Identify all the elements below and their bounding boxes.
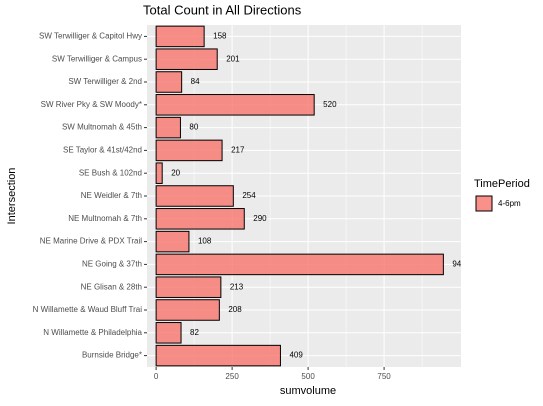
y-tick-label: SW Terwilliger & Campus (52, 54, 142, 63)
bar (155, 25, 205, 48)
bar (155, 71, 183, 93)
data-label: 108 (198, 237, 212, 246)
y-tick-label: NE Glisan & 28th (81, 282, 142, 291)
data-label: 20 (171, 168, 180, 177)
y-tick-label: SE Taylor & 41st/42nd (63, 146, 142, 155)
data-label: 80 (189, 123, 198, 132)
data-label: 208 (228, 305, 242, 314)
bars: 158 201 84 520 80 217 20 254 290 108 945 213 208 82 40… (155, 25, 466, 367)
bar (155, 162, 163, 184)
data-label: 945 (452, 260, 466, 269)
data-label: 84 (191, 77, 200, 86)
legend: 4-6pm (475, 195, 521, 212)
data-label: 158 (213, 32, 227, 41)
bar (155, 208, 245, 230)
y-tick-label: SE Bush & 102nd (79, 168, 142, 177)
x-tick-label: 250 (225, 372, 239, 381)
chart-title: Total Count in All Directions (143, 2, 302, 17)
data-label: 82 (190, 328, 199, 337)
y-tick-label: N Willamette & Waud Bluff Trai (33, 305, 143, 314)
data-label: 290 (253, 214, 267, 223)
x-axis-title: sumvolume (280, 385, 336, 397)
bar (155, 344, 281, 367)
y-tick-label: NE Marine Drive & PDX Trail (40, 237, 142, 246)
y-tick-label: SW Terwilliger & Capitol Hwy (39, 32, 142, 41)
x-tick-label: 500 (301, 372, 315, 381)
data-label: 213 (230, 282, 244, 291)
bar (155, 299, 220, 321)
bar (155, 185, 234, 207)
y-axis-title: Intersection (6, 168, 18, 225)
y-tick-label: NE Going & 37th (82, 260, 142, 269)
legend-label: 4-6pm (498, 199, 521, 208)
bar (155, 94, 315, 116)
y-tick-label: SW Terwilliger & 2nd (68, 77, 142, 86)
y-tick-label: Burnside Bridge* (82, 351, 142, 360)
legend-key (475, 195, 493, 212)
bar (155, 322, 182, 344)
data-label: 254 (242, 191, 256, 200)
y-tick-label: SW Multnomah & 45th (62, 123, 142, 132)
bar (155, 253, 444, 276)
y-tick-label: NE Weidler & 7th (81, 191, 142, 200)
data-label: 520 (323, 100, 337, 109)
legend-title: TimePeriod (474, 178, 530, 190)
y-tick-label: NE Multnomah & 7th (68, 214, 142, 223)
bar (155, 139, 223, 162)
x-tick-label: 750 (377, 372, 391, 381)
data-label: 217 (231, 146, 245, 155)
x-tick-label: 0 (154, 372, 159, 381)
data-label: 409 (289, 351, 303, 360)
bar (155, 276, 222, 298)
data-label: 201 (226, 54, 240, 63)
y-tick-label: N Willamette & Philadelphia (43, 328, 142, 337)
bar (155, 48, 218, 70)
y-tick-label: SW River Pky & SW Moody* (41, 100, 142, 109)
bar (155, 116, 181, 139)
bar (155, 230, 190, 253)
